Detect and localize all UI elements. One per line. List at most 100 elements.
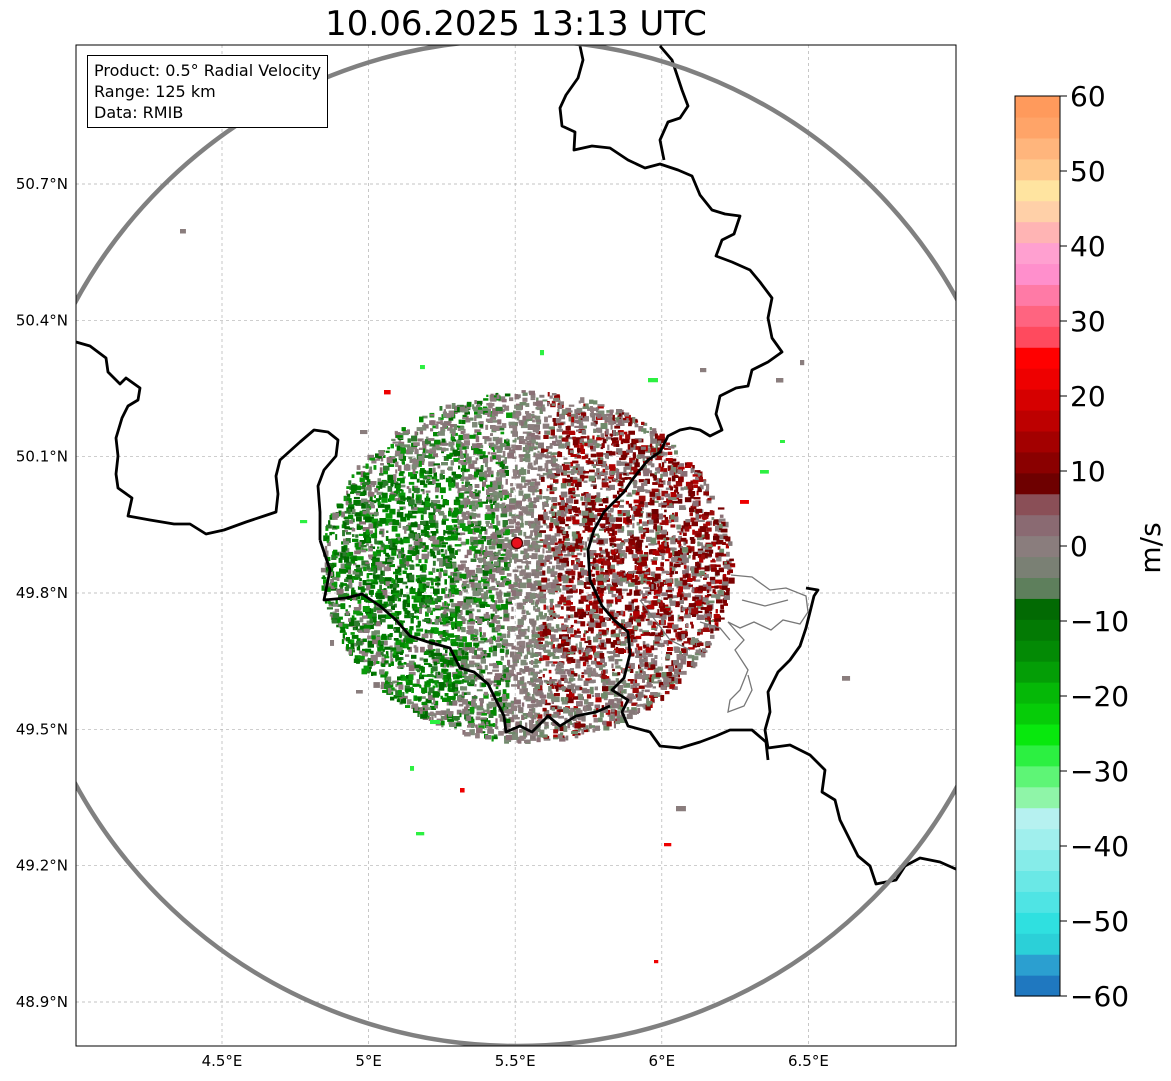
velocity-pixel xyxy=(671,595,679,599)
velocity-pixel xyxy=(534,692,541,695)
velocity-pixel xyxy=(660,473,663,480)
velocity-pixel xyxy=(586,660,589,665)
velocity-pixel xyxy=(696,614,704,620)
velocity-pixel xyxy=(423,545,429,550)
velocity-pixel xyxy=(394,642,401,649)
velocity-pixel xyxy=(586,579,590,585)
velocity-pixel xyxy=(554,394,560,397)
velocity-pixel xyxy=(508,665,515,668)
velocity-pixel xyxy=(467,521,474,528)
velocity-pixel xyxy=(471,587,477,591)
velocity-pixel xyxy=(504,735,506,740)
velocity-pixel xyxy=(465,642,472,648)
velocity-pixel xyxy=(499,455,505,458)
velocity-pixel xyxy=(636,650,641,654)
velocity-pixel xyxy=(432,555,437,559)
velocity-pixel xyxy=(648,470,653,474)
velocity-pixel xyxy=(664,509,667,513)
velocity-pixel xyxy=(555,481,559,484)
velocity-pixel xyxy=(509,651,515,658)
velocity-pixel xyxy=(485,437,492,442)
velocity-pixel xyxy=(353,496,360,500)
velocity-pixel xyxy=(532,492,535,496)
velocity-pixel xyxy=(650,446,654,449)
velocity-pixel xyxy=(693,656,699,661)
velocity-pixel xyxy=(443,529,446,536)
velocity-pixel xyxy=(359,650,366,654)
velocity-pixel xyxy=(513,674,518,681)
velocity-pixel xyxy=(367,454,374,460)
velocity-pixel xyxy=(589,617,595,623)
velocity-pixel xyxy=(490,613,495,620)
velocity-pixel xyxy=(565,524,569,527)
velocity-pixel xyxy=(438,655,445,660)
velocity-pixel xyxy=(530,398,536,401)
velocity-pixel xyxy=(464,449,468,454)
velocity-pixel xyxy=(440,710,447,716)
velocity-pixel xyxy=(497,485,501,490)
velocity-pixel xyxy=(474,411,481,415)
velocity-pixel xyxy=(401,695,408,699)
velocity-pixel xyxy=(651,517,658,524)
velocity-pixel xyxy=(482,485,485,491)
velocity-pixel xyxy=(499,469,506,474)
velocity-pixel xyxy=(392,458,397,464)
velocity-pixel xyxy=(476,705,484,711)
velocity-pixel xyxy=(492,704,497,711)
velocity-pixel xyxy=(497,599,504,604)
velocity-pixel xyxy=(613,543,617,547)
velocity-pixel xyxy=(634,504,641,509)
velocity-pixel xyxy=(637,446,641,452)
velocity-pixel xyxy=(410,459,413,463)
velocity-pixel xyxy=(427,474,433,477)
velocity-pixel xyxy=(576,429,581,432)
velocity-pixel xyxy=(555,526,562,529)
velocity-pixel xyxy=(636,545,642,551)
velocity-pixel xyxy=(539,452,544,458)
velocity-pixel xyxy=(466,605,472,608)
velocity-pixel xyxy=(422,443,427,450)
velocity-pixel xyxy=(580,448,585,454)
velocity-pixel xyxy=(360,471,366,477)
velocity-pixel xyxy=(642,615,646,619)
velocity-pixel xyxy=(559,424,562,429)
velocity-pixel xyxy=(480,577,488,582)
velocity-pixel xyxy=(381,662,386,667)
velocity-pixel xyxy=(337,604,342,607)
velocity-pixel xyxy=(648,677,654,683)
velocity-pixel xyxy=(398,666,404,669)
velocity-pixel xyxy=(503,609,509,614)
velocity-pixel xyxy=(610,634,615,638)
velocity-pixel xyxy=(429,448,437,454)
velocity-pixel xyxy=(563,470,567,476)
velocity-pixel xyxy=(601,470,608,475)
velocity-pixel xyxy=(673,484,677,489)
velocity-pixel xyxy=(625,546,632,553)
velocity-pixel xyxy=(451,403,456,409)
velocity-pixel xyxy=(589,499,596,506)
velocity-pixel xyxy=(666,498,673,502)
velocity-pixel xyxy=(581,429,587,435)
velocity-pixel xyxy=(493,734,498,739)
velocity-pixel xyxy=(583,633,586,638)
velocity-pixel xyxy=(424,662,431,665)
velocity-pixel xyxy=(569,495,574,499)
velocity-pixel xyxy=(543,542,547,548)
velocity-pixel xyxy=(686,481,691,485)
velocity-pixel xyxy=(442,411,447,418)
velocity-pixel xyxy=(585,586,591,589)
velocity-pixel xyxy=(611,523,617,530)
velocity-pixel xyxy=(706,641,711,645)
velocity-pixel xyxy=(457,577,463,581)
velocity-pixel xyxy=(474,429,481,433)
velocity-pixel xyxy=(614,697,618,702)
velocity-pixel xyxy=(629,642,634,647)
velocity-pixel xyxy=(590,484,597,487)
velocity-pixel xyxy=(578,429,585,434)
velocity-pixel xyxy=(679,577,683,584)
velocity-pixel xyxy=(560,677,567,681)
velocity-pixel xyxy=(505,652,508,658)
velocity-pixel xyxy=(441,653,448,657)
velocity-pixel xyxy=(634,565,637,570)
velocity-pixel xyxy=(487,470,494,475)
